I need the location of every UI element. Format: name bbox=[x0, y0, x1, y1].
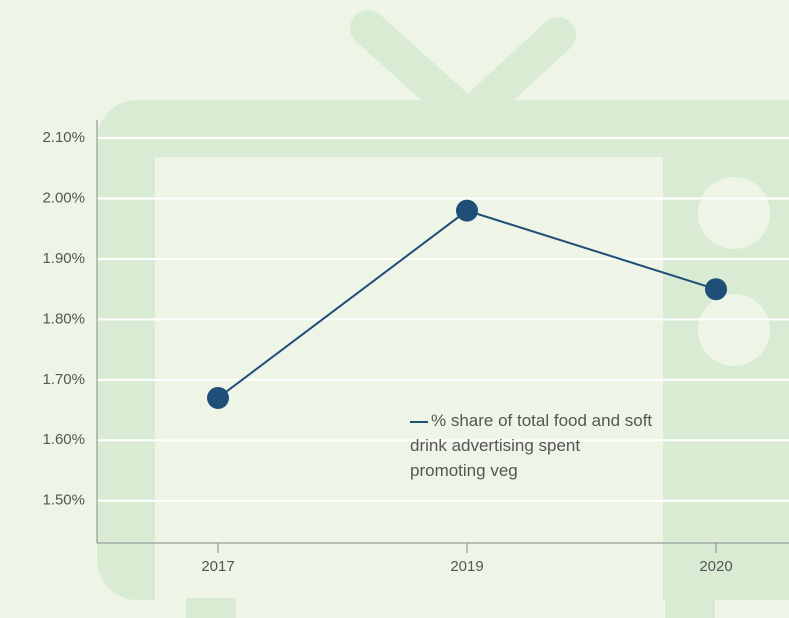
legend: % share of total food and soft drink adv… bbox=[410, 408, 660, 483]
y-tick-label: 1.70% bbox=[42, 371, 85, 388]
y-tick-label: 2.00% bbox=[42, 190, 85, 207]
page: 1.50% 1.60% 1.70% 1.80% 1.90% 2.00% 2.10% 2017 2… bbox=[0, 0, 789, 618]
tv-illustration bbox=[97, 28, 789, 618]
x-tick-label: 2020 bbox=[699, 558, 732, 575]
data-point bbox=[207, 387, 229, 409]
x-tick-label: 2019 bbox=[450, 558, 483, 575]
y-tick-label: 1.60% bbox=[42, 431, 85, 448]
chart: 1.50% 1.60% 1.70% 1.80% 1.90% 2.00% 2.10% 2017 2… bbox=[0, 0, 789, 618]
y-tick-label: 2.10% bbox=[42, 129, 85, 146]
y-tick-label: 1.90% bbox=[42, 250, 85, 267]
legend-label: % share of total food and soft drink adv… bbox=[410, 411, 652, 480]
data-point bbox=[456, 200, 478, 222]
legend-swatch bbox=[410, 421, 428, 423]
y-tick-label: 1.50% bbox=[42, 492, 85, 509]
x-tick-label: 2017 bbox=[201, 558, 234, 575]
data-point bbox=[705, 278, 727, 300]
y-tick-label: 1.80% bbox=[42, 310, 85, 327]
